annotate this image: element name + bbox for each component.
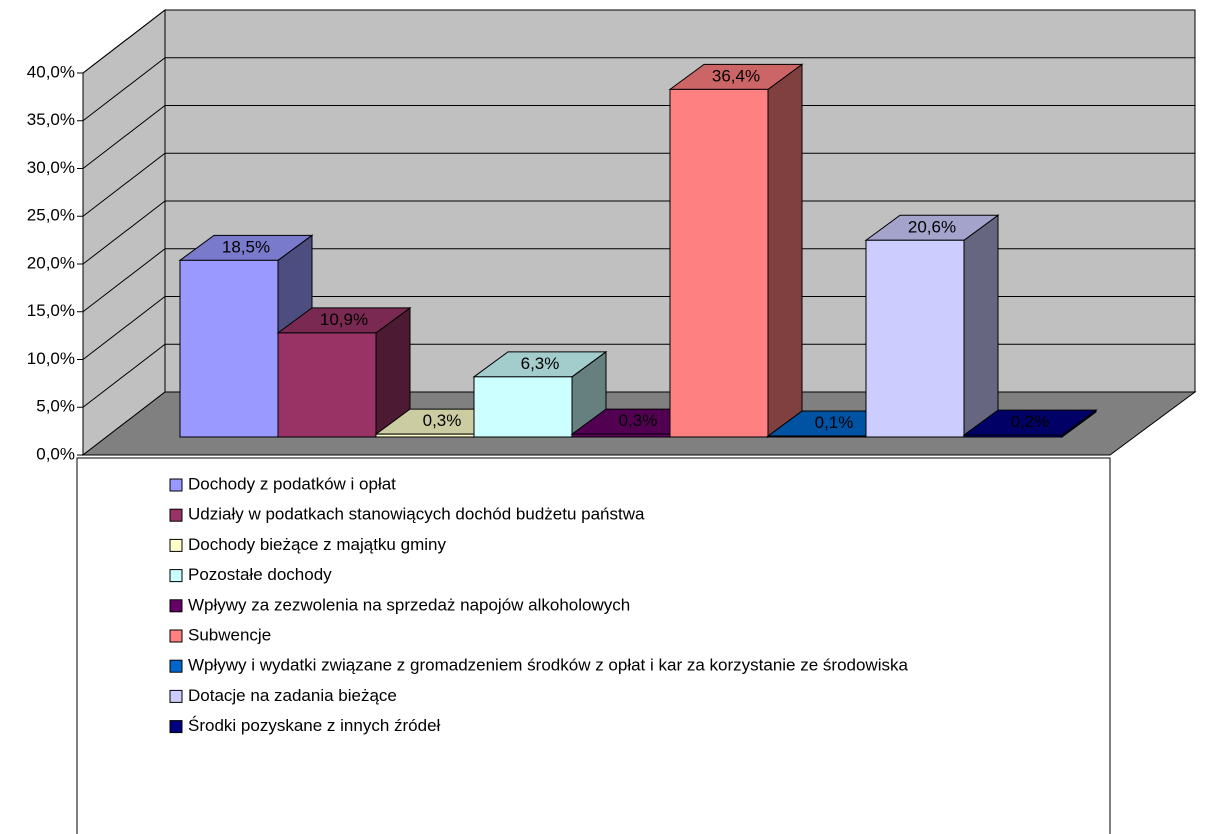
legend-swatch [169,508,183,522]
legend-label: Dotacje na zadania bieżące [188,686,397,705]
bar-side [963,214,999,438]
grid-line [82,105,1195,169]
legend-swatch [169,659,183,673]
y-tick-label: 25,0% [27,206,75,225]
legend-swatch [169,569,183,583]
value-label: 0,3% [423,411,462,430]
y-tick-label: 5,0% [36,397,75,416]
legend-swatch [169,629,183,643]
legend-swatch [169,538,183,552]
legend-swatch [169,478,183,492]
bar [864,214,1000,438]
y-tick-label: 0,0% [36,444,75,463]
y-tick-label: 10,0% [27,349,75,368]
bar-front [767,435,867,438]
grid-line [82,9,1195,74]
value-label: 18,5% [222,237,270,256]
bar-front [669,88,769,438]
legend-label: Udziały w podatkach stanowiących dochód … [188,505,645,524]
grid-line [82,152,1195,217]
y-tick-label: 15,0% [27,301,75,320]
value-label: 0,2% [1011,412,1050,431]
y-tick-label: 35,0% [27,110,75,129]
bar [962,409,1098,438]
legend-label: Wpływy i wydatki związane z gromadzeniem… [188,656,908,675]
bar-front [571,433,671,438]
grid-line [82,200,1195,265]
value-label: 36,4% [712,66,760,85]
legend-label: Dochody bieżące z majątku gminy [188,535,446,554]
value-label: 10,9% [320,310,368,329]
bar-side [767,63,803,438]
bar-front [277,332,377,438]
value-label: 6,3% [521,354,560,373]
y-tick-label: 30,0% [27,158,75,177]
bar-front [963,434,1063,438]
bar [276,306,412,438]
grid-line [82,296,1195,360]
value-label: 20,6% [908,217,956,236]
legend-swatch [169,599,183,613]
legend-box [76,457,1111,834]
value-label: 0,3% [619,411,658,430]
legend-label: Dochody z podatków i opłat [188,474,396,493]
bar-front [473,376,573,438]
grid-line [82,57,1195,122]
bar [472,350,608,438]
y-tick-label: 20,0% [27,253,75,272]
bar-front [865,239,965,438]
bar-front [375,433,475,438]
value-label: 0,1% [815,413,854,432]
legend-label: Subwencje [188,625,271,644]
legend-swatch [169,720,183,734]
bar-front [179,259,279,438]
grid-line [82,248,1195,313]
bar [668,63,804,438]
legend-swatch [169,689,183,703]
legend-label: Pozostałe dochody [188,565,332,584]
y-tick-label: 40,0% [27,62,75,81]
grid-line [82,343,1195,408]
legend-label: Środki pozyskane z innych źródeł [188,716,441,735]
legend-label: Wpływy za zezwolenia na sprzedaż napojów… [188,595,630,614]
